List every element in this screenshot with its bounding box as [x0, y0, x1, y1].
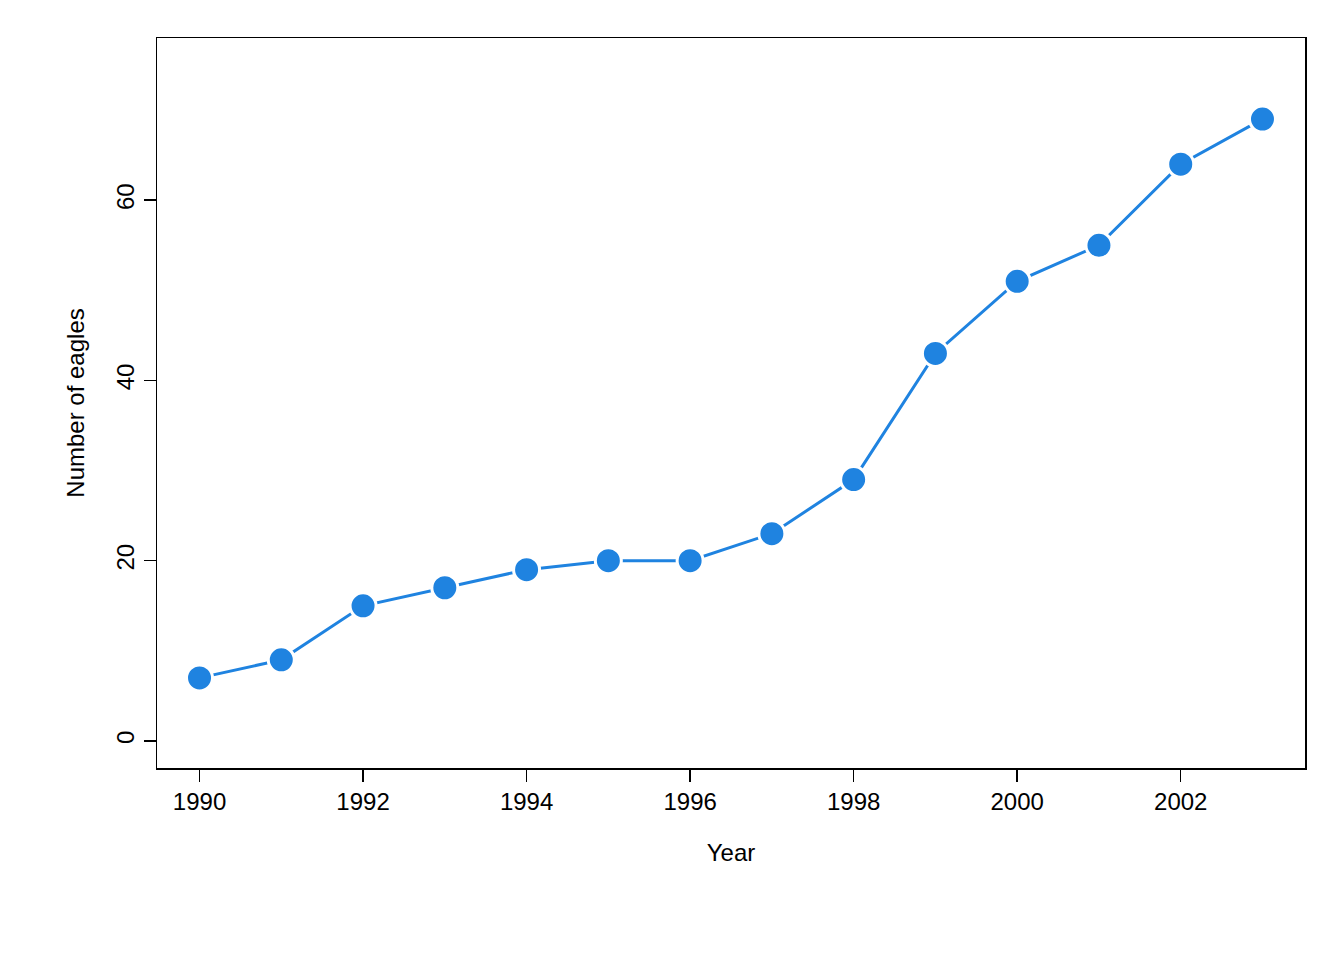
svg-text:1998: 1998	[827, 788, 880, 815]
svg-text:Number of eagles: Number of eagles	[62, 308, 89, 497]
svg-text:1992: 1992	[336, 788, 389, 815]
svg-text:40: 40	[112, 364, 139, 391]
svg-text:20: 20	[112, 544, 139, 571]
svg-text:2002: 2002	[1154, 788, 1207, 815]
svg-text:1994: 1994	[500, 788, 553, 815]
svg-text:Year: Year	[707, 839, 756, 866]
svg-text:1996: 1996	[663, 788, 716, 815]
svg-text:2000: 2000	[990, 788, 1043, 815]
svg-text:0: 0	[112, 731, 139, 744]
svg-text:60: 60	[112, 183, 139, 210]
svg-text:1990: 1990	[173, 788, 226, 815]
